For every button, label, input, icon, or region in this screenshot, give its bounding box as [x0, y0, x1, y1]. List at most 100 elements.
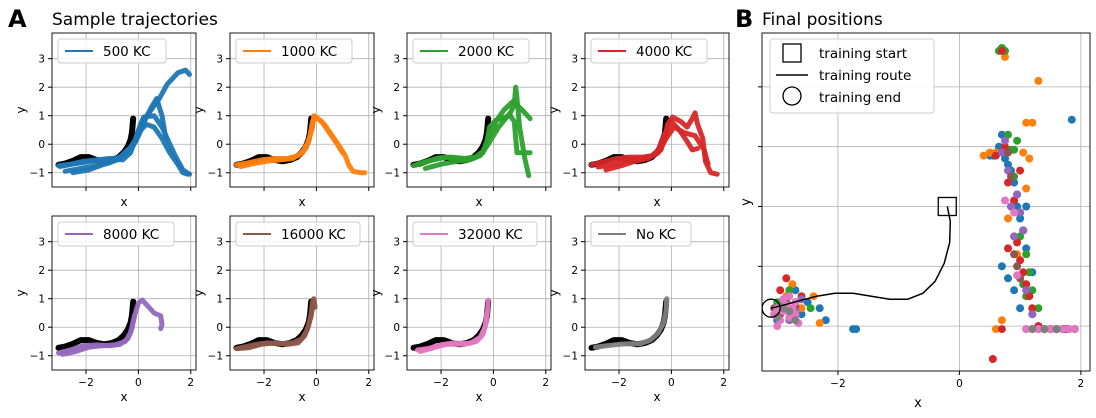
scatter-point: [1007, 172, 1015, 181]
y-axis-label: y: [14, 289, 28, 296]
y-tick-label: −1: [30, 351, 45, 363]
scatter-point: [1028, 310, 1037, 319]
x-tick-label: −2: [830, 378, 845, 390]
trajectory-path: [603, 124, 711, 173]
y-tick-label: 1: [38, 294, 45, 306]
y-tick-label: 3: [38, 54, 45, 66]
y-tick-label: −1: [563, 351, 578, 363]
scatter-point: [1001, 52, 1009, 61]
scatter-point: [1010, 286, 1019, 295]
scatter-point: [1016, 232, 1025, 241]
scatter-point: [785, 292, 794, 301]
trajectory-path: [70, 121, 191, 177]
scatter-point: [785, 286, 794, 295]
trajectory-subplot-3: 4000 KC −1 0 1 2 3 x y: [547, 32, 730, 209]
scatter-point: [997, 148, 1006, 157]
training-route-line: [588, 298, 670, 351]
legend-box: [769, 38, 935, 114]
axes-frame: [229, 32, 375, 188]
scatter-point: [1022, 202, 1031, 211]
scatter-point: [1016, 166, 1025, 175]
y-tick-label: −1: [208, 168, 223, 180]
scatter-series-4: [773, 136, 1073, 334]
scatter-point: [1001, 136, 1009, 145]
legend-label: No KC: [636, 227, 676, 243]
legend-label: 2000 KC: [458, 44, 514, 60]
y-tick-label: 2: [393, 265, 400, 277]
trajectory-series-0: [55, 67, 192, 177]
trajectory-path: [595, 118, 701, 170]
scatter-point: [1034, 325, 1043, 334]
scatter-point: [803, 298, 812, 307]
legend-circle-icon: [782, 86, 802, 106]
y-tick-label: −1: [563, 168, 578, 180]
y-tick-label: 3: [38, 237, 45, 249]
x-tick-label: 2: [1078, 378, 1085, 390]
trajectory-subplot-0: 500 KC −1 0 1 2 3 x y: [14, 32, 197, 209]
axes-frame: [51, 32, 197, 188]
scatter-point: [1013, 271, 1022, 280]
scatter-point: [1004, 274, 1012, 283]
scatter-point: [997, 130, 1006, 139]
y-tick-label: 0: [216, 322, 223, 334]
scatter-point: [1016, 256, 1025, 265]
scatter-point: [997, 325, 1006, 334]
legend-label: 500 KC: [103, 44, 151, 60]
y-tick-label: 1: [393, 294, 400, 306]
scatter-point: [1052, 325, 1061, 334]
scatter-point: [1070, 325, 1079, 334]
scatter-point: [1010, 232, 1019, 241]
panel-b-letter: B: [735, 5, 753, 33]
scatter-point: [1046, 325, 1055, 334]
y-tick-label: 1: [216, 294, 223, 306]
legend: training start training route training end: [769, 38, 935, 114]
y-tick-label: −1: [385, 168, 400, 180]
scatter-point: [1022, 118, 1031, 127]
scatter-point: [1016, 214, 1025, 223]
y-tick-label: 1: [571, 111, 578, 123]
scatter-point: [979, 151, 988, 160]
scatter-point: [1001, 154, 1009, 163]
y-tick-label: 1: [38, 111, 45, 123]
y-tick-label: 2: [38, 82, 45, 94]
scatter-point: [1016, 304, 1025, 313]
scatter-point: [791, 316, 800, 325]
panel-a-letter: A: [8, 5, 27, 33]
scatter-point: [1025, 292, 1034, 301]
y-axis-label: y: [369, 289, 383, 296]
y-tick-label: 3: [571, 54, 578, 66]
y-tick-label: 1: [571, 294, 578, 306]
scatter-point: [1067, 115, 1076, 124]
legend-label: 16000 KC: [281, 227, 346, 243]
scatter-point: [997, 316, 1006, 325]
axes-frame: [584, 215, 730, 371]
scatter-point: [773, 322, 782, 331]
trajectory-series-2: [410, 84, 533, 179]
x-tick-label: 0: [668, 377, 675, 389]
y-tick-label: 2: [571, 265, 578, 277]
y-tick-label: 0: [393, 139, 400, 151]
scatter-point: [997, 262, 1006, 271]
scatter-point: [1022, 184, 1031, 193]
scatter-point: [1034, 304, 1043, 313]
trajectory-subplot-5: 16000 KC −2 0 2 −1 0 1 2 3 x y: [192, 215, 375, 404]
scatter-point: [1010, 178, 1019, 187]
legend-box: [235, 221, 361, 247]
y-tick-label: 0: [216, 139, 223, 151]
trajectory-subplot-7: No KC −2 0 2 −1 0 1 2 3 x y: [547, 215, 730, 404]
scatter-series-0: [773, 115, 1079, 334]
scatter-point: [1007, 202, 1015, 211]
trajectory-path: [417, 310, 490, 354]
trajectory-series-4: [55, 297, 165, 357]
scatter-point: [788, 280, 797, 289]
legend-label: 1000 KC: [281, 44, 337, 60]
legend-label: 8000 KC: [103, 227, 159, 243]
y-tick-label: 1: [216, 111, 223, 123]
y-tick-label: −1: [30, 168, 45, 180]
final-positions-panel: training start training route training end…: [739, 32, 1091, 411]
scatter-point: [852, 325, 861, 334]
y-tick-label: 1: [393, 111, 400, 123]
trajectory-series-5: [233, 296, 318, 352]
x-axis-label: x: [298, 390, 305, 404]
